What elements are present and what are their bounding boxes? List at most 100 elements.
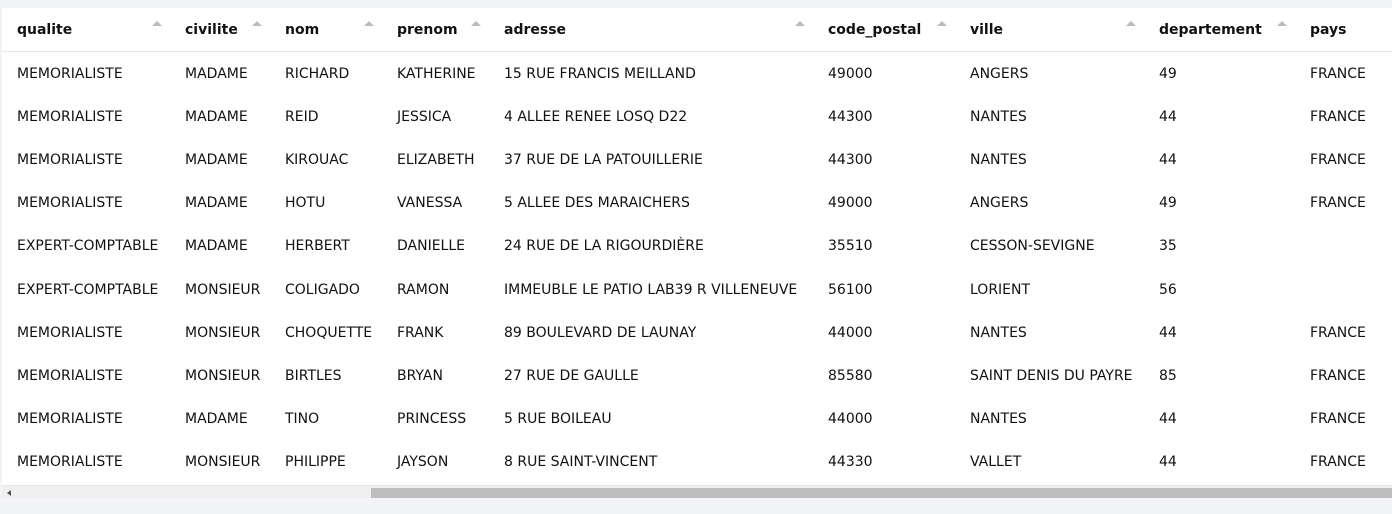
cell-code_postal: 85580 bbox=[828, 367, 873, 384]
cell-ville: NANTES bbox=[970, 411, 1027, 428]
cell-departement: 44 bbox=[1159, 151, 1177, 168]
cell-civilite: MADAME bbox=[185, 411, 248, 428]
table-row[interactable]: MEMORIALISTE MADAME KIROUAC ELIZABETH 37 RUE… bbox=[2, 138, 1392, 181]
column-header-civilite[interactable]: civilite bbox=[170, 8, 270, 52]
cell-nom: RICHARD bbox=[285, 65, 350, 82]
cell-nom: PHILIPPE bbox=[285, 454, 346, 471]
cell-adresse: 37 RUE DE LA PATOUILLERIE bbox=[504, 151, 703, 168]
cell-adresse: 5 ALLEE DES MARAICHERS bbox=[504, 195, 690, 212]
cell-civilite: MONSIEUR bbox=[185, 367, 261, 384]
cell-qualite: MEMORIALISTE bbox=[17, 324, 123, 341]
column-header-ville[interactable]: ville bbox=[955, 8, 1144, 52]
cell-qualite: MEMORIALISTE bbox=[17, 108, 123, 125]
cell-qualite: MEMORIALISTE bbox=[17, 151, 123, 168]
cell-civilite: MADAME bbox=[185, 238, 248, 255]
cell-qualite: MEMORIALISTE bbox=[17, 195, 123, 212]
cell-qualite: MEMORIALISTE bbox=[17, 65, 123, 82]
cell-prenom: RAMON bbox=[397, 281, 450, 298]
cell-prenom: DANIELLE bbox=[397, 238, 466, 255]
sort-ascending-icon[interactable] bbox=[937, 21, 947, 26]
cell-departement: 44 bbox=[1159, 454, 1177, 471]
data-table-container: qualite civilite nom prenom adresse code_post… bbox=[2, 8, 1392, 498]
cell-civilite: MADAME bbox=[185, 108, 248, 125]
column-header-prenom[interactable]: prenom bbox=[382, 8, 489, 52]
cell-adresse: 8 RUE SAINT-VINCENT bbox=[504, 454, 658, 471]
cell-prenom: JAYSON bbox=[397, 454, 449, 471]
cell-prenom: FRANK bbox=[397, 324, 444, 341]
table-row[interactable]: MEMORIALISTE MONSIEUR PHILIPPE JAYSON 8 RUE … bbox=[2, 441, 1392, 484]
cell-adresse: 27 RUE DE GAULLE bbox=[504, 367, 639, 384]
table-row[interactable]: MEMORIALISTE MONSIEUR BIRTLES BRYAN 27 RUE D… bbox=[2, 354, 1392, 397]
column-header-departement[interactable]: departement bbox=[1144, 8, 1295, 52]
column-header-label: departement bbox=[1159, 21, 1262, 38]
cell-code_postal: 49000 bbox=[828, 195, 873, 212]
cell-departement: 44 bbox=[1159, 411, 1177, 428]
column-header-qualite[interactable]: qualite bbox=[2, 8, 170, 52]
sort-ascending-icon[interactable] bbox=[364, 21, 374, 26]
cell-adresse: 4 ALLEE RENEE LOSQ D22 bbox=[504, 108, 688, 125]
cell-ville: NANTES bbox=[970, 324, 1027, 341]
sort-ascending-icon[interactable] bbox=[1277, 21, 1287, 26]
table-row[interactable]: MEMORIALISTE MONSIEUR CHOQUETTE FRANK 89 BOU… bbox=[2, 311, 1392, 354]
cell-adresse: 15 RUE FRANCIS MEILLAND bbox=[504, 65, 696, 82]
cell-pays: FRANCE bbox=[1310, 195, 1366, 212]
cell-adresse: 24 RUE DE LA RIGOURDIÈRE bbox=[504, 238, 704, 255]
column-header-label: prenom bbox=[397, 21, 458, 38]
cell-prenom: VANESSA bbox=[397, 195, 463, 212]
cell-civilite: MADAME bbox=[185, 151, 248, 168]
cell-departement: 49 bbox=[1159, 195, 1177, 212]
cell-pays: FRANCE bbox=[1310, 411, 1366, 428]
data-table: qualite civilite nom prenom adresse code_post… bbox=[2, 8, 1392, 484]
column-header-label: qualite bbox=[17, 21, 73, 38]
cell-qualite: MEMORIALISTE bbox=[17, 367, 123, 384]
column-header-nom[interactable]: nom bbox=[270, 8, 382, 52]
sort-ascending-icon[interactable] bbox=[1126, 21, 1136, 26]
table-row[interactable]: EXPERT-COMPTABLE MONSIEUR COLIGADO RAMON IMM… bbox=[2, 268, 1392, 311]
cell-nom: HERBERT bbox=[285, 238, 350, 255]
column-header-adresse[interactable]: adresse bbox=[489, 8, 813, 52]
cell-qualite: MEMORIALISTE bbox=[17, 454, 123, 471]
sort-ascending-icon[interactable] bbox=[252, 21, 262, 26]
cell-pays: FRANCE bbox=[1310, 454, 1366, 471]
cell-nom: KIROUAC bbox=[285, 151, 349, 168]
column-header-label: adresse bbox=[504, 21, 567, 38]
cell-pays: FRANCE bbox=[1310, 324, 1366, 341]
column-header-label: pays bbox=[1310, 21, 1347, 38]
table-row[interactable]: MEMORIALISTE MADAME RICHARD KATHERINE 15 RUE… bbox=[2, 52, 1392, 96]
table-row[interactable]: MEMORIALISTE MADAME HOTU VANESSA 5 ALLEE DES… bbox=[2, 182, 1392, 225]
cell-nom: BIRTLES bbox=[285, 367, 342, 384]
cell-prenom: KATHERINE bbox=[397, 65, 476, 82]
cell-departement: 49 bbox=[1159, 65, 1177, 82]
cell-code_postal: 49000 bbox=[828, 65, 873, 82]
table-row[interactable]: EXPERT-COMPTABLE MADAME HERBERT DANIELLE 24 … bbox=[2, 225, 1392, 268]
sort-ascending-icon[interactable] bbox=[795, 21, 805, 26]
column-header-pays[interactable]: pays bbox=[1295, 8, 1392, 52]
table-row[interactable]: MEMORIALISTE MADAME TINO PRINCESS 5 RUE BOIL… bbox=[2, 398, 1392, 441]
scrollbar-thumb[interactable] bbox=[371, 488, 1392, 498]
cell-pays: FRANCE bbox=[1310, 65, 1366, 82]
cell-nom: HOTU bbox=[285, 195, 326, 212]
cell-nom: TINO bbox=[285, 411, 320, 428]
cell-code_postal: 56100 bbox=[828, 281, 873, 298]
cell-nom: COLIGADO bbox=[285, 281, 360, 298]
horizontal-scrollbar[interactable] bbox=[2, 485, 1392, 498]
cell-qualite: MEMORIALISTE bbox=[17, 411, 123, 428]
cell-prenom: BRYAN bbox=[397, 367, 443, 384]
cell-code_postal: 44330 bbox=[828, 454, 873, 471]
sort-ascending-icon[interactable] bbox=[152, 21, 162, 26]
cell-civilite: MONSIEUR bbox=[185, 324, 261, 341]
scroll-left-arrow-icon[interactable] bbox=[7, 490, 11, 496]
cell-pays bbox=[1295, 225, 1392, 268]
cell-civilite: MADAME bbox=[185, 195, 248, 212]
cell-departement: 44 bbox=[1159, 324, 1177, 341]
cell-pays: FRANCE bbox=[1310, 151, 1366, 168]
cell-prenom: JESSICA bbox=[397, 108, 452, 125]
table-row[interactable]: MEMORIALISTE MADAME REID JESSICA 4 ALLEE REN… bbox=[2, 95, 1392, 138]
cell-nom: CHOQUETTE bbox=[285, 324, 373, 341]
sort-ascending-icon[interactable] bbox=[471, 21, 481, 26]
cell-ville: NANTES bbox=[970, 108, 1027, 125]
cell-prenom: PRINCESS bbox=[397, 411, 467, 428]
column-header-code_postal[interactable]: code_postal bbox=[813, 8, 955, 52]
cell-qualite: EXPERT-COMPTABLE bbox=[17, 281, 159, 298]
cell-civilite: MONSIEUR bbox=[185, 454, 261, 471]
